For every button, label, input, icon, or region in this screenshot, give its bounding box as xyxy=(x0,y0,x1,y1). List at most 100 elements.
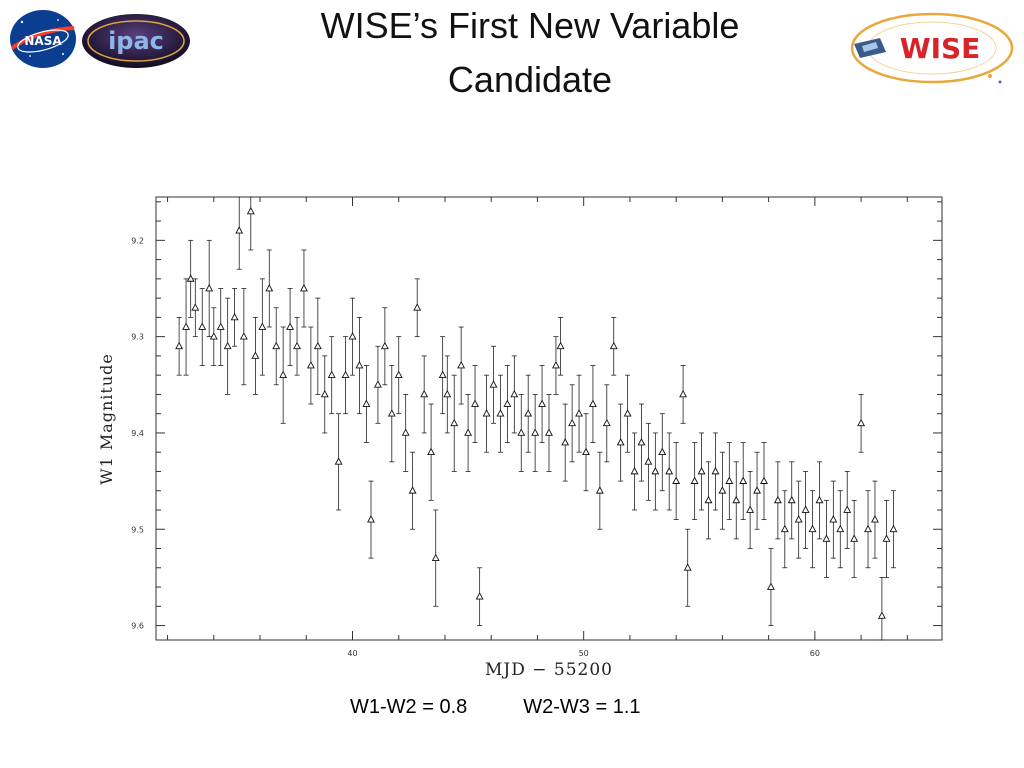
data-point xyxy=(355,316,364,415)
triangle-marker xyxy=(766,582,775,590)
triangle-marker xyxy=(575,409,584,417)
data-point xyxy=(843,471,852,549)
data-point xyxy=(438,336,447,415)
data-point xyxy=(882,499,891,578)
data-point xyxy=(538,365,547,443)
triangle-marker xyxy=(265,283,274,292)
triangle-marker xyxy=(843,505,852,513)
triangle-marker xyxy=(602,418,611,427)
data-point xyxy=(822,499,831,578)
data-point xyxy=(794,480,803,559)
data-point xyxy=(877,577,886,641)
axis-ticks: 40 50 60 9.2 9.3 9.4 9.5 9.6 xyxy=(131,197,942,658)
data-point xyxy=(582,413,590,492)
color-indices: W1-W2 = 0.8 W2-W3 = 1.1 xyxy=(350,696,641,719)
data-point xyxy=(320,355,329,434)
triangle-marker xyxy=(760,476,768,484)
triangle-marker xyxy=(186,274,195,282)
triangle-marker xyxy=(286,322,295,330)
triangle-marker xyxy=(313,341,322,350)
data-point xyxy=(464,394,473,472)
triangle-marker xyxy=(320,389,329,398)
triangle-marker xyxy=(496,409,505,417)
triangle-marker xyxy=(279,370,288,379)
w2-w3-color: W2-W3 = 1.1 xyxy=(523,696,641,718)
data-point xyxy=(341,336,350,415)
triangle-marker xyxy=(801,505,810,513)
triangle-marker xyxy=(362,399,371,407)
triangle-marker xyxy=(679,389,688,398)
triangle-marker xyxy=(871,515,879,523)
data-point xyxy=(251,316,260,395)
triangle-marker xyxy=(524,409,533,417)
triangle-marker xyxy=(471,399,479,407)
data-point xyxy=(850,499,859,578)
triangle-marker xyxy=(341,370,350,379)
data-points xyxy=(175,196,898,641)
data-point xyxy=(313,297,322,395)
w1-w2-color: W1-W2 = 0.8 xyxy=(350,696,468,718)
data-point xyxy=(801,471,810,549)
data-point xyxy=(239,288,248,386)
triangle-marker xyxy=(300,283,308,292)
data-point xyxy=(524,374,533,453)
data-point xyxy=(690,442,699,521)
data-point xyxy=(864,490,872,569)
data-point xyxy=(551,336,560,395)
data-point xyxy=(300,249,308,328)
triangle-marker xyxy=(367,515,375,523)
data-point xyxy=(216,288,225,366)
nasa-wordmark: NASA xyxy=(24,34,62,48)
triangle-marker xyxy=(230,312,239,321)
data-point xyxy=(510,355,519,434)
triangle-marker xyxy=(556,341,565,350)
data-point xyxy=(182,278,191,376)
data-point xyxy=(209,307,218,366)
triangle-marker xyxy=(773,495,782,504)
triangle-marker xyxy=(387,409,396,417)
wise-wordmark: WISE xyxy=(900,32,981,65)
triangle-marker xyxy=(413,303,422,311)
y-axis-label: W1 Magnitude xyxy=(97,353,116,485)
triangle-marker xyxy=(864,524,872,533)
triangle-marker xyxy=(355,360,364,369)
data-point xyxy=(265,249,274,328)
data-point xyxy=(679,365,688,424)
triangle-marker xyxy=(623,409,632,417)
data-point xyxy=(753,451,762,530)
triangle-marker xyxy=(815,495,824,504)
y-tick-label: 9.2 xyxy=(131,236,144,245)
triangle-marker xyxy=(568,418,577,427)
triangle-marker xyxy=(850,534,859,542)
triangle-marker xyxy=(464,428,473,436)
data-point xyxy=(373,345,382,424)
data-point xyxy=(401,394,410,472)
triangle-marker xyxy=(725,476,734,484)
data-point xyxy=(327,336,336,415)
triangle-marker xyxy=(235,226,244,234)
triangle-marker xyxy=(704,495,713,504)
data-point xyxy=(602,384,611,463)
triangle-marker xyxy=(718,486,727,494)
triangle-marker xyxy=(609,341,618,350)
data-point xyxy=(609,316,618,376)
triangle-marker xyxy=(690,476,699,484)
data-point xyxy=(575,374,584,453)
triangle-marker xyxy=(551,360,560,369)
data-point xyxy=(588,365,597,443)
x-axis-label: MJD − 55200 xyxy=(485,660,613,680)
data-point xyxy=(482,374,491,453)
data-point xyxy=(394,336,403,415)
data-point xyxy=(545,394,553,472)
y-tick-label: 9.5 xyxy=(131,525,144,534)
data-point xyxy=(665,432,674,511)
triangle-marker xyxy=(272,341,281,350)
data-point xyxy=(457,326,466,405)
data-point xyxy=(334,413,343,511)
triangle-marker xyxy=(427,447,436,456)
triangle-marker xyxy=(697,466,706,475)
light-curve-chart: 40 50 60 9.2 9.3 9.4 9.5 9.6 MJD − 55200 W1 Mag… xyxy=(97,196,943,680)
data-point xyxy=(746,471,755,549)
triangle-marker xyxy=(780,524,789,533)
triangle-marker xyxy=(431,553,440,561)
